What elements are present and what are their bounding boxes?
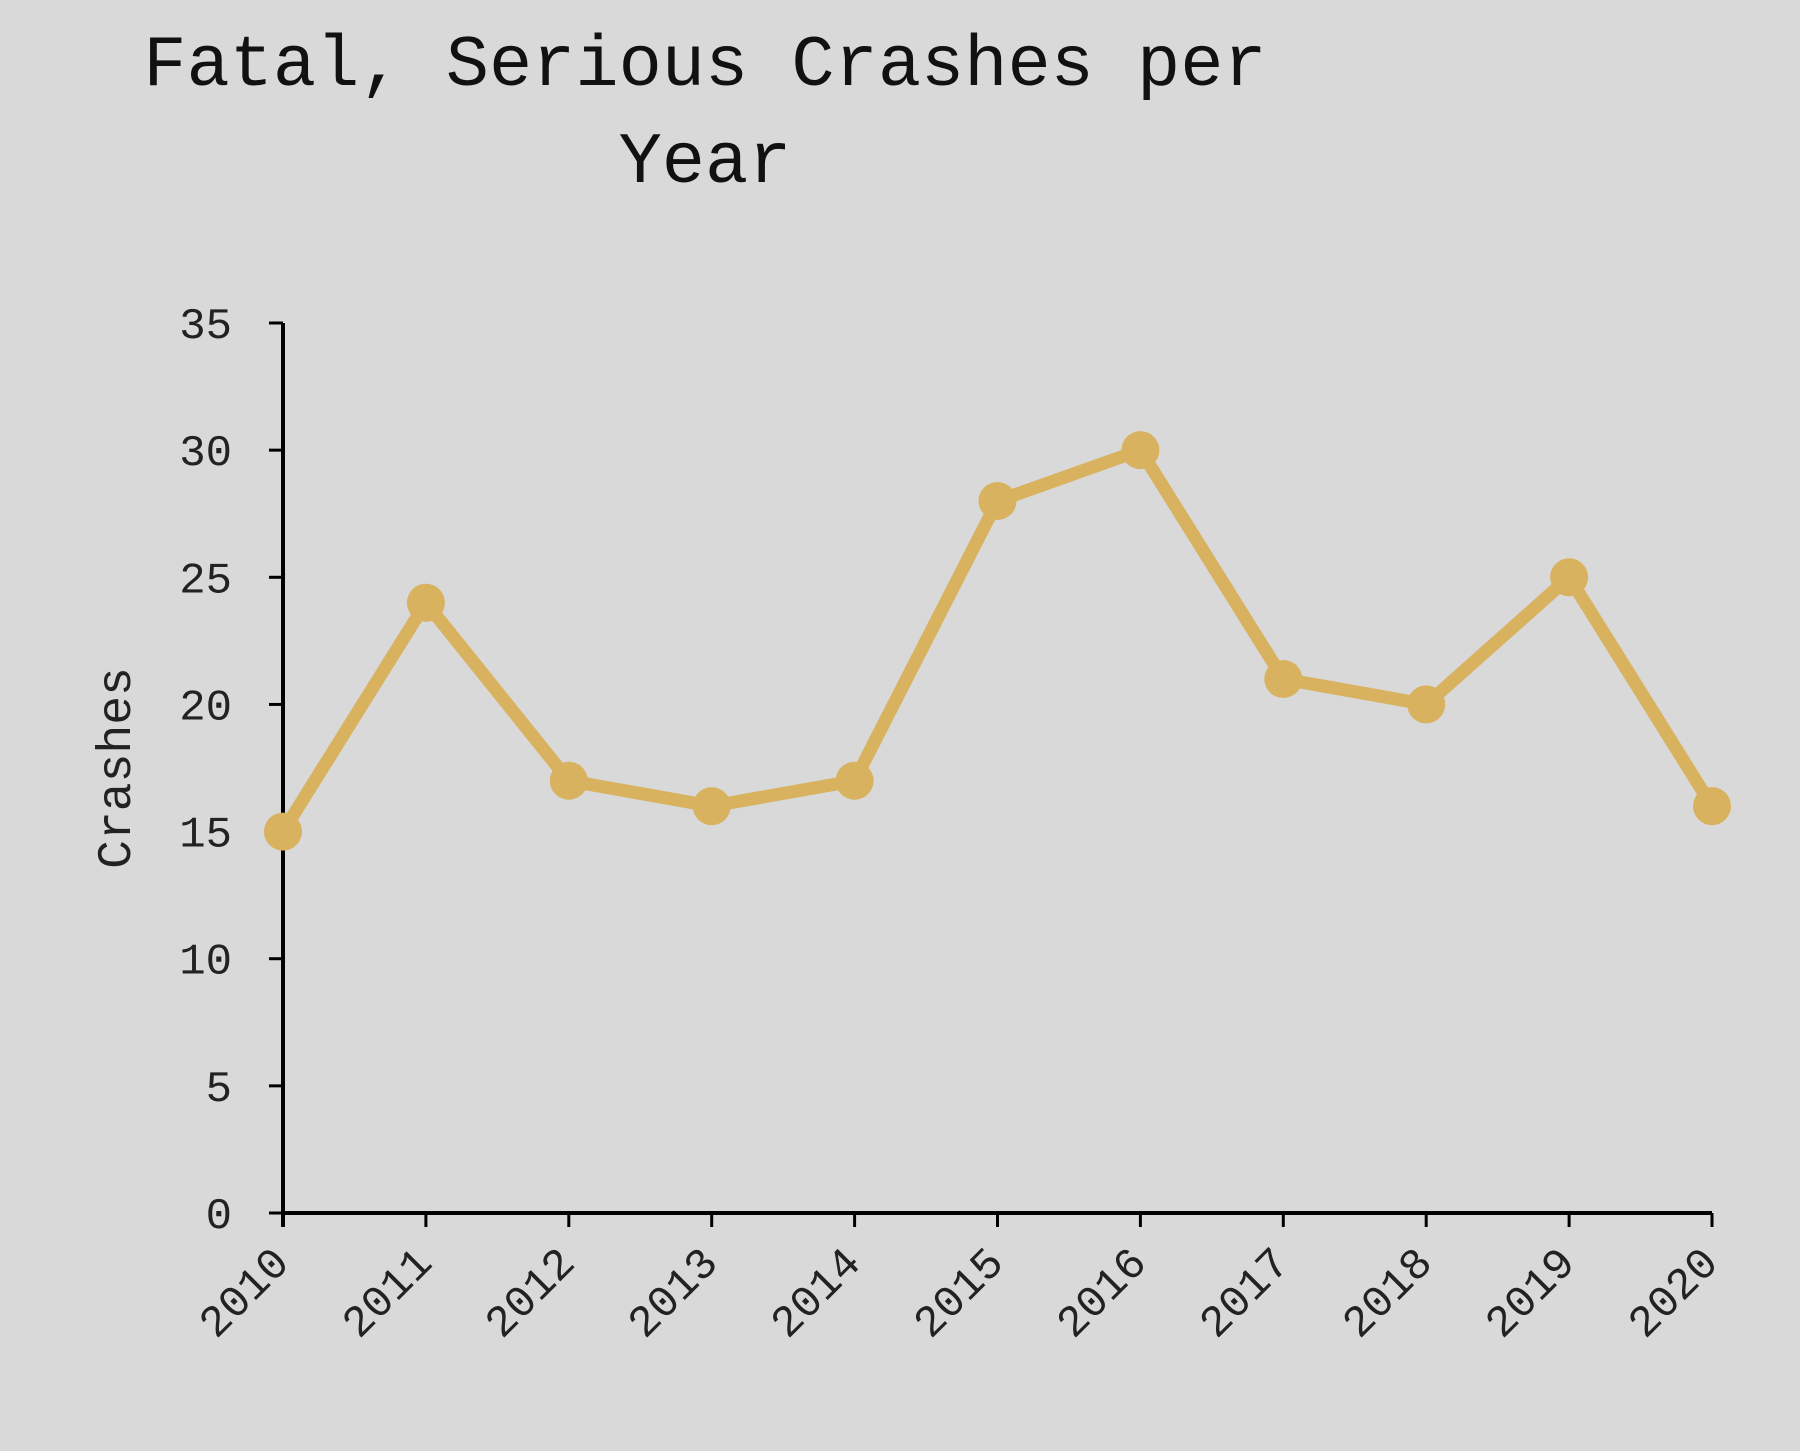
series-group <box>264 431 1731 851</box>
x-tick-label: 2014 <box>762 1240 872 1350</box>
x-tick-label: 2019 <box>1477 1240 1587 1350</box>
data-point <box>692 787 731 826</box>
data-point <box>549 761 588 800</box>
data-point <box>978 482 1017 520</box>
y-tick-label: 5 <box>206 1065 232 1115</box>
data-point <box>1121 431 1160 470</box>
y-tick-label: 25 <box>179 556 232 606</box>
x-tick-label: 2016 <box>1048 1240 1158 1350</box>
x-axis-ticks: 2010 2011 2012 2013 2014 2015 2016 2017 2018 2019… <box>191 1213 1730 1350</box>
data-point <box>1550 558 1589 597</box>
y-tick-label: 15 <box>179 811 232 861</box>
data-point <box>1264 660 1303 698</box>
data-point <box>835 761 874 800</box>
y-axis-title: Crashes <box>91 667 145 869</box>
y-tick-label: 35 <box>179 302 232 352</box>
chart-title-line-2: Year <box>619 122 792 204</box>
x-tick-label: 2011 <box>334 1240 444 1350</box>
x-tick-label: 2020 <box>1620 1240 1730 1350</box>
x-tick-label: 2015 <box>905 1240 1015 1350</box>
data-point <box>264 812 302 851</box>
y-axis-ticks: 0 5 10 15 20 25 30 35 <box>179 302 283 1242</box>
data-point <box>1407 685 1446 724</box>
x-tick-label: 2013 <box>620 1240 730 1350</box>
x-tick-label: 2010 <box>191 1240 301 1350</box>
axes <box>281 323 1712 1227</box>
y-tick-label: 0 <box>206 1192 232 1242</box>
y-tick-label: 30 <box>179 429 232 479</box>
chart-title-line-1: Fatal, Serious Crashes per <box>143 25 1266 107</box>
x-tick-label: 2012 <box>477 1240 587 1350</box>
x-tick-label: 2017 <box>1191 1240 1301 1350</box>
x-tick-label: 2018 <box>1334 1240 1444 1350</box>
data-point <box>1693 787 1731 826</box>
y-tick-label: 10 <box>179 938 232 988</box>
y-tick-label: 20 <box>179 683 232 733</box>
data-point <box>406 583 445 622</box>
